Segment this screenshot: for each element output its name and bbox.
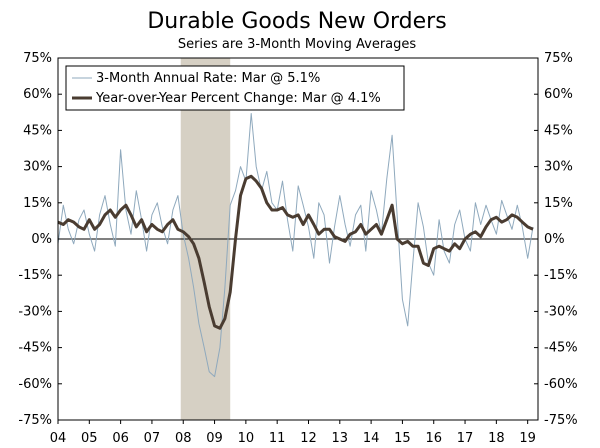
x-tick-label: 11 [269, 431, 286, 446]
x-tick-label: 07 [144, 431, 161, 446]
x-tick-label: 05 [81, 431, 98, 446]
y-tick-label-left: -15% [18, 268, 52, 283]
y-tick-label-right: -15% [544, 268, 578, 283]
y-tick-label-right: 60% [544, 87, 573, 102]
y-tick-label-left: 0% [31, 232, 52, 247]
x-tick-label: 18 [488, 431, 505, 446]
y-tick-label-left: 45% [23, 123, 52, 138]
legend: 3-Month Annual Rate: Mar @ 5.1% Year-ove… [65, 65, 405, 111]
y-tick-label-right: -45% [544, 341, 578, 356]
x-tick-label: 12 [300, 431, 317, 446]
legend-label-series-2: Year-over-Year Percent Change: Mar @ 4.1… [95, 91, 381, 106]
y-tick-label-right: -75% [544, 413, 578, 428]
y-tick-label-left: -75% [18, 413, 52, 428]
x-tick-label: 15 [394, 431, 411, 446]
x-tick-label: 06 [112, 431, 129, 446]
y-tick-label-left: 75% [23, 51, 52, 66]
y-tick-label-right: 0% [544, 232, 565, 247]
y-tick-label-right: 15% [544, 196, 573, 211]
chart-subtitle: Series are 3-Month Moving Averages [178, 37, 417, 52]
y-tick-label-left: -30% [18, 304, 52, 319]
x-tick-label: 17 [457, 431, 474, 446]
x-tick-label: 13 [332, 431, 349, 446]
series-line-2 [57, 174, 534, 330]
y-tick-label-right: 45% [544, 123, 573, 138]
y-tick-label-right: -60% [544, 377, 578, 392]
x-tick-label: 08 [175, 431, 192, 446]
x-tick-label: 10 [238, 431, 255, 446]
y-tick-label-left: 30% [23, 160, 52, 175]
y-tick-labels-left: 75% 60% 45% 30% 15% 0% -15% -30% -45% -60% -75% [18, 51, 52, 428]
y-tick-label-right: 75% [544, 51, 573, 66]
y-tick-label-left: -60% [18, 377, 52, 392]
x-tick-label: 04 [50, 431, 67, 446]
y-tick-marks [58, 57, 538, 421]
y-tick-label-right: 30% [544, 160, 573, 175]
series-line-1 [57, 113, 534, 378]
y-tick-label-right: -30% [544, 304, 578, 319]
y-tick-label-left: -45% [18, 341, 52, 356]
series-layer [57, 113, 534, 378]
chart-title: Durable Goods New Orders [147, 9, 446, 34]
x-tick-label: 16 [425, 431, 442, 446]
x-tick-marks [57, 420, 529, 424]
x-tick-label: 14 [363, 431, 380, 446]
y-tick-label-left: 15% [23, 196, 52, 211]
x-tick-label: 19 [519, 431, 536, 446]
x-tick-label: 09 [206, 431, 223, 446]
y-tick-labels-right: 75% 60% 45% 30% 15% 0% -15% -30% -45% -60% -75% [544, 51, 578, 428]
x-tick-labels: 04 05 06 07 08 09 10 11 12 13 14 15 16 17 18 19 [50, 431, 536, 446]
legend-box [65, 65, 405, 111]
legend-label-series-1: 3-Month Annual Rate: Mar @ 5.1% [96, 71, 320, 86]
y-tick-label-left: 60% [23, 87, 52, 102]
